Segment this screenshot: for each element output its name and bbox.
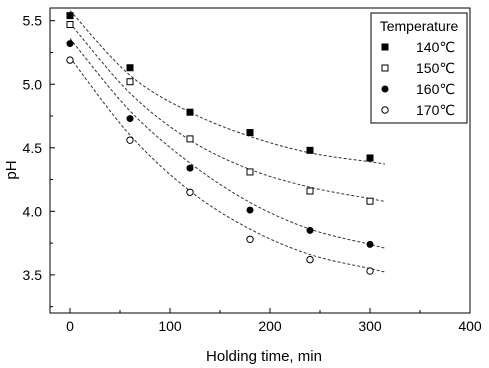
data-point <box>306 187 314 195</box>
x-tick-label: 100 <box>158 318 182 334</box>
data-point <box>306 226 314 234</box>
x-tick-label: 400 <box>458 318 482 334</box>
y-tick-label: 5.5 <box>23 13 43 29</box>
data-point <box>66 21 74 29</box>
data-point <box>306 146 314 154</box>
data-point <box>66 12 74 20</box>
data-point <box>186 135 194 143</box>
y-tick-label: 4.0 <box>23 203 43 219</box>
data-point <box>246 168 254 176</box>
data-point <box>246 129 254 137</box>
legend-label: 160℃ <box>416 81 455 97</box>
y-tick-label: 4.5 <box>23 140 43 156</box>
x-tick-label: 200 <box>258 318 282 334</box>
fit-curve <box>69 38 386 249</box>
data-point <box>186 108 194 116</box>
data-point <box>66 56 74 64</box>
y-tick-label: 5.0 <box>23 76 43 92</box>
legend: Temperature 140℃ 150℃ 160℃ 170℃ <box>370 12 468 124</box>
x-tick-label: 0 <box>66 318 74 334</box>
fit-curves <box>69 10 386 273</box>
data-point <box>246 206 254 214</box>
y-tick-label: 3.5 <box>23 267 43 283</box>
data-point <box>366 240 374 248</box>
plot-frame <box>49 7 471 314</box>
data-markers <box>66 12 374 275</box>
data-point <box>246 235 254 243</box>
data-point <box>186 188 194 196</box>
fit-curve <box>69 57 386 273</box>
x-tick-label: 300 <box>358 318 382 334</box>
legend-marker <box>381 106 389 114</box>
data-point <box>366 154 374 162</box>
legend-label: 170℃ <box>416 102 455 118</box>
legend-title: Temperature <box>380 18 459 34</box>
legend-label: 140℃ <box>416 39 455 55</box>
data-point <box>186 164 194 172</box>
axes: 0 100 200 300 400 3.5 4.0 4.5 5.0 5.5 <box>23 7 482 334</box>
x-axis-label: Holding time, min <box>206 348 322 365</box>
fit-curve <box>69 10 386 165</box>
data-point <box>66 40 74 48</box>
data-point <box>126 64 134 72</box>
data-point <box>306 255 314 264</box>
legend-marker <box>381 64 389 72</box>
legend-marker <box>381 43 389 51</box>
legend-label: 150℃ <box>416 60 455 76</box>
data-point <box>366 267 374 275</box>
data-point <box>366 197 374 205</box>
data-point <box>126 115 134 123</box>
legend-marker <box>381 85 389 93</box>
data-point <box>126 78 134 86</box>
y-axis-label: pH <box>3 160 20 179</box>
data-point <box>126 136 134 144</box>
fit-curve <box>69 22 386 202</box>
